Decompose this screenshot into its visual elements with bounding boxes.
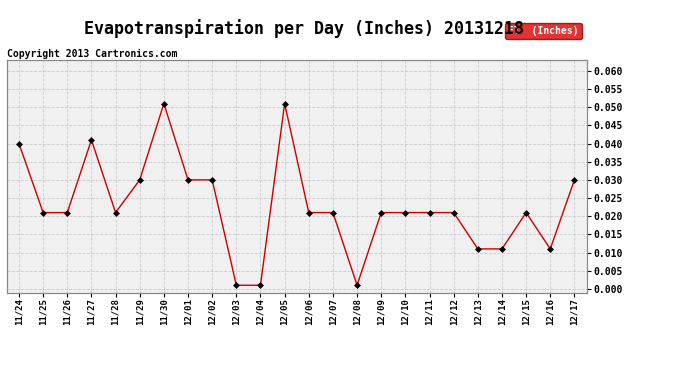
Legend: ET  (Inches): ET (Inches) (505, 23, 582, 39)
Text: Copyright 2013 Cartronics.com: Copyright 2013 Cartronics.com (7, 49, 177, 59)
Text: Evapotranspiration per Day (Inches) 20131218: Evapotranspiration per Day (Inches) 2013… (83, 19, 524, 38)
